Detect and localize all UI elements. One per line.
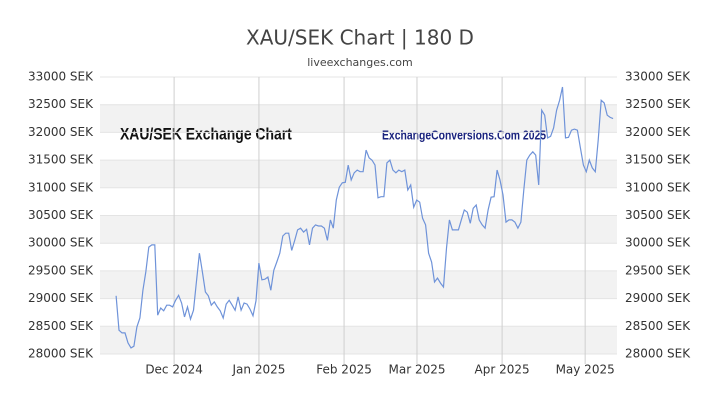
x-tick-label: Mar 2025 [388, 363, 445, 377]
x-tick-label: May 2025 [556, 363, 615, 377]
grid-band [100, 326, 617, 354]
y2-tick-label: 32500 SEK [625, 97, 691, 111]
chart-title: XAU/SEK Chart | 180 D [246, 26, 474, 50]
y2-tick-label: 31500 SEK [625, 153, 691, 167]
grid-band [100, 160, 617, 188]
y-tick-label: 28000 SEK [28, 347, 94, 361]
y-tick-label: 30500 SEK [28, 208, 94, 222]
y2-tick-label: 28500 SEK [625, 319, 691, 333]
chart-subtitle: liveexchanges.com [307, 56, 412, 69]
y-tick-label: 28500 SEK [28, 319, 94, 333]
x-tick-label: Dec 2024 [145, 363, 203, 377]
y2-tick-label: 29500 SEK [625, 263, 691, 277]
y2-tick-label: 30500 SEK [625, 208, 691, 222]
y-tick-label: 33000 SEK [28, 70, 94, 84]
grid-band [100, 104, 617, 133]
x-tick-label: Jan 2025 [232, 363, 286, 377]
y-tick-label: 31000 SEK [28, 180, 94, 194]
annotation: ExchangeConversions.Com 2025 [382, 128, 546, 142]
x-tick-label: Apr 2025 [475, 363, 530, 377]
price-line [115, 86, 614, 349]
grid-band [100, 215, 617, 244]
y2-tick-label: 30000 SEK [625, 236, 691, 250]
y-tick-label: 29000 SEK [28, 291, 94, 305]
x-tick-label: Feb 2025 [316, 363, 372, 377]
y-tick-label: 30000 SEK [28, 236, 94, 250]
annotation: XAU/SEK Exchange Chart [120, 125, 292, 144]
y-tick-label: 32500 SEK [28, 97, 94, 111]
y-tick-label: 32000 SEK [28, 125, 94, 139]
y-tick-label: 31500 SEK [28, 153, 94, 167]
y2-tick-label: 31000 SEK [625, 180, 691, 194]
grid-band [100, 270, 617, 299]
y2-tick-label: 29000 SEK [625, 291, 691, 305]
y2-tick-label: 33000 SEK [625, 70, 691, 84]
y2-tick-label: 32000 SEK [625, 125, 691, 139]
bands [100, 104, 617, 354]
y2-tick-label: 28000 SEK [625, 347, 691, 361]
y-tick-label: 29500 SEK [28, 263, 94, 277]
